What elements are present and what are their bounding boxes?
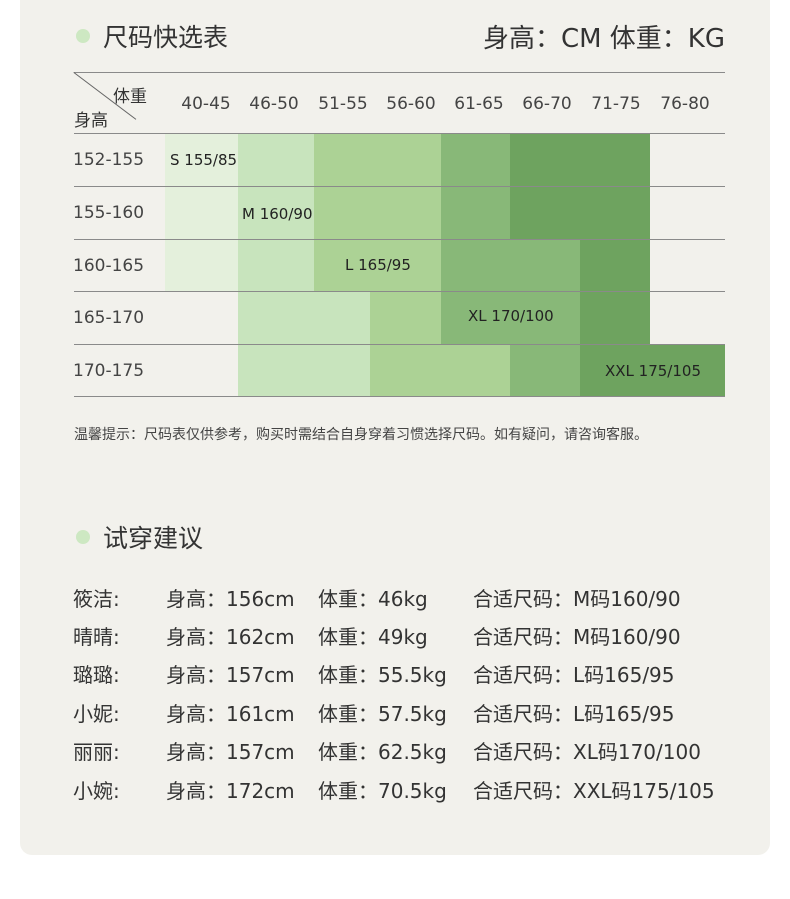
size-cell bbox=[370, 344, 510, 396]
size-cell bbox=[238, 239, 314, 291]
size-cell bbox=[370, 291, 441, 344]
size-label: L 165/95 bbox=[345, 256, 411, 274]
size-cell bbox=[580, 239, 650, 291]
fitting-text: 合适尺码：M码160/90 bbox=[473, 587, 681, 611]
column-header: 66-70 bbox=[522, 94, 572, 114]
units: 身高：CM 体重：KG bbox=[482, 24, 725, 54]
column-header: 76-80 bbox=[660, 94, 710, 114]
fitting-text: 璐璐: bbox=[73, 663, 120, 687]
size-cell bbox=[441, 291, 580, 344]
fitting-text: 身高：172cm bbox=[166, 779, 295, 803]
size-label: XL 170/100 bbox=[468, 307, 554, 325]
size-cell bbox=[238, 291, 370, 344]
fitting-text: 身高：157cm bbox=[166, 740, 295, 764]
table-line bbox=[74, 396, 725, 397]
size-cell bbox=[510, 186, 650, 239]
section-title: 尺码快选表 bbox=[103, 23, 229, 52]
fitting-text: 合适尺码：L码165/95 bbox=[473, 663, 675, 687]
column-header: 71-75 bbox=[591, 94, 641, 114]
fitting-text: 合适尺码：M码160/90 bbox=[473, 625, 681, 649]
fitting-text: 筱洁: bbox=[73, 587, 120, 611]
fitting-text: 合适尺码：XL码170/100 bbox=[473, 740, 701, 764]
row-header: 155-160 bbox=[73, 203, 145, 223]
size-cell bbox=[314, 133, 441, 186]
size-cell bbox=[165, 239, 238, 291]
table-line bbox=[74, 186, 725, 187]
fitting-text: 晴晴: bbox=[73, 625, 120, 649]
column-header: 46-50 bbox=[249, 94, 299, 114]
size-cell bbox=[441, 239, 580, 291]
table-line bbox=[74, 291, 725, 292]
size-cell bbox=[441, 186, 510, 239]
size-cell bbox=[314, 239, 441, 291]
fitting-text: 身高：162cm bbox=[166, 625, 295, 649]
fitting-text: 合适尺码：L码165/95 bbox=[473, 702, 675, 726]
bullet bbox=[76, 530, 90, 544]
fitting-text: 体重：62.5kg bbox=[318, 740, 447, 764]
size-cell bbox=[441, 133, 510, 186]
column-header: 40-45 bbox=[181, 94, 231, 114]
table-line bbox=[74, 133, 725, 134]
size-cell bbox=[165, 133, 238, 186]
fitting-text: 丽丽: bbox=[73, 740, 120, 764]
column-header: 51-55 bbox=[318, 94, 368, 114]
size-cell bbox=[580, 344, 725, 396]
fitting-text: 体重：57.5kg bbox=[318, 702, 447, 726]
row-header: 160-165 bbox=[73, 256, 145, 276]
fitting-text: 体重：70.5kg bbox=[318, 779, 447, 803]
fitting-text: 身高：156cm bbox=[166, 587, 295, 611]
column-header: 61-65 bbox=[454, 94, 504, 114]
fitting-text: 身高：161cm bbox=[166, 702, 295, 726]
bullet bbox=[76, 29, 90, 43]
table-line bbox=[74, 239, 725, 240]
corner-label: 体重 bbox=[113, 87, 147, 107]
size-cell bbox=[314, 186, 441, 239]
fitting-text: 小妮: bbox=[73, 702, 120, 726]
size-label: S 155/85 bbox=[170, 151, 238, 169]
fitting-text: 体重：55.5kg bbox=[318, 663, 447, 687]
fitting-text: 合适尺码：XXL码175/105 bbox=[473, 779, 715, 803]
fitting-text: 体重：46kg bbox=[318, 587, 428, 611]
size-label: M 160/90 bbox=[242, 205, 313, 223]
size-cell bbox=[580, 291, 650, 344]
size-label: XXL 175/105 bbox=[605, 362, 701, 380]
size-cell bbox=[510, 344, 580, 396]
fitting-text: 身高：157cm bbox=[166, 663, 295, 687]
table-line bbox=[74, 344, 725, 345]
column-header: 56-60 bbox=[386, 94, 436, 114]
fitting-text: 体重：49kg bbox=[318, 625, 428, 649]
size-cell bbox=[510, 133, 650, 186]
corner-label: 身高 bbox=[74, 111, 108, 131]
row-header: 152-155 bbox=[73, 150, 145, 170]
fitting-text: 小婉: bbox=[73, 779, 120, 803]
row-header: 170-175 bbox=[73, 361, 145, 381]
size-cell bbox=[165, 186, 238, 239]
table-line bbox=[74, 72, 725, 73]
section-title: 试穿建议 bbox=[103, 524, 204, 553]
size-cell bbox=[238, 186, 314, 239]
size-cell bbox=[238, 133, 314, 186]
size-cell bbox=[238, 344, 370, 396]
note: 温馨提示：尺码表仅供参考，购买时需结合自身穿着习惯选择尺码。如有疑问，请咨询客服… bbox=[74, 427, 648, 443]
row-header: 165-170 bbox=[73, 308, 145, 328]
